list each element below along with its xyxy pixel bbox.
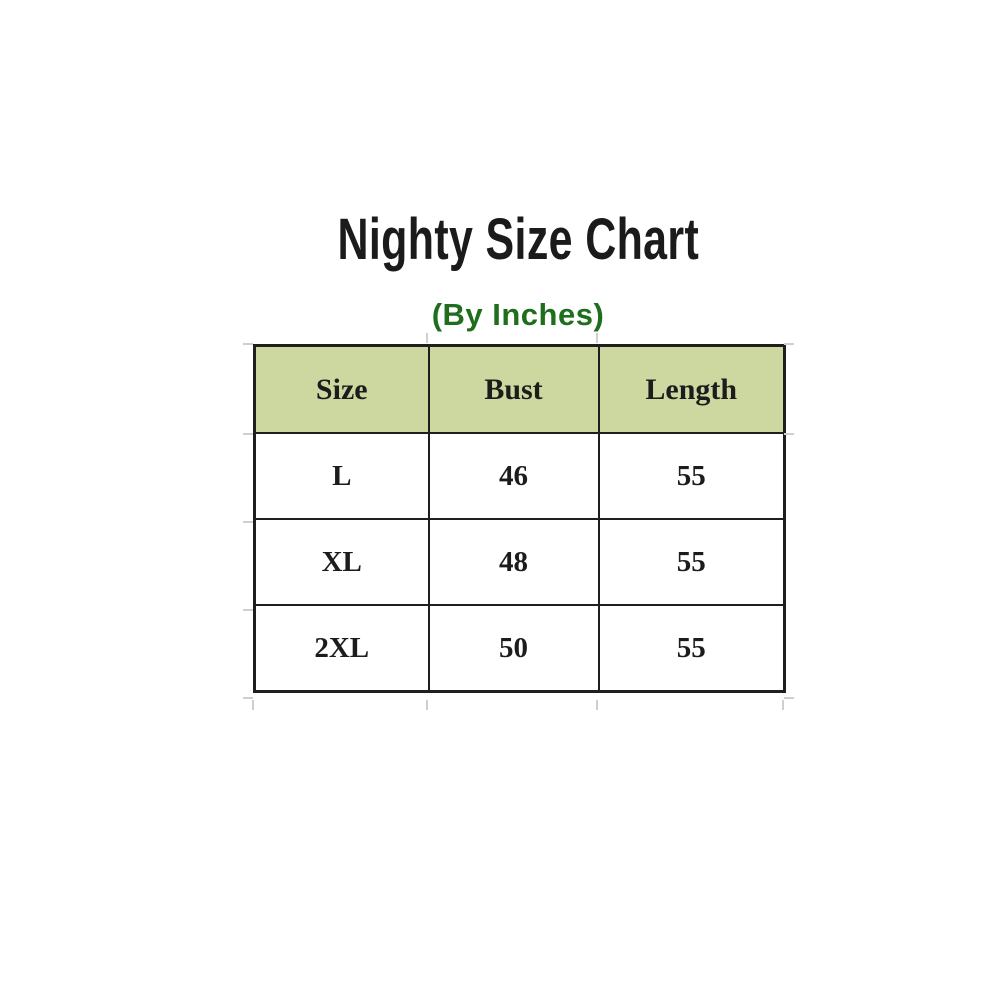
- gridline-tick: [243, 609, 253, 611]
- cell-size: 2XL: [253, 604, 430, 693]
- cell-length: 55: [597, 432, 786, 520]
- gridline-tick: [243, 697, 253, 699]
- gridline-tick: [596, 333, 598, 343]
- page-title: Nighty Size Chart: [253, 208, 783, 272]
- size-chart-table: Size Bust Length L 46 55 XL 48 55 2XL 50…: [253, 344, 786, 693]
- cell-length: 55: [597, 604, 786, 693]
- header-cell-length: Length: [597, 344, 786, 434]
- gridline-tick: [426, 700, 428, 710]
- page-subtitle: (By Inches): [431, 297, 605, 332]
- gridline-tick: [782, 700, 784, 710]
- table-row: L 46 55: [253, 432, 786, 520]
- cell-size: L: [253, 432, 430, 520]
- cell-bust: 48: [427, 518, 600, 606]
- page-title-text: Nighty Size Chart: [337, 207, 699, 272]
- gridline-tick: [243, 433, 253, 435]
- gridline-tick: [596, 700, 598, 710]
- cell-bust: 50: [427, 604, 600, 693]
- gridline-tick: [243, 343, 253, 345]
- table-row: XL 48 55: [253, 518, 786, 606]
- cell-size: XL: [253, 518, 430, 606]
- gridline-tick: [784, 343, 794, 345]
- gridline-tick: [252, 700, 254, 710]
- gridline-tick: [784, 697, 794, 699]
- table-row: 2XL 50 55: [253, 604, 786, 693]
- gridline-tick: [426, 333, 428, 343]
- gridline-tick: [784, 433, 794, 435]
- header-cell-bust: Bust: [427, 344, 600, 434]
- cell-bust: 46: [427, 432, 600, 520]
- gridline-tick: [243, 521, 253, 523]
- table-header-row: Size Bust Length: [253, 344, 786, 434]
- header-cell-size: Size: [253, 344, 430, 434]
- cell-length: 55: [597, 518, 786, 606]
